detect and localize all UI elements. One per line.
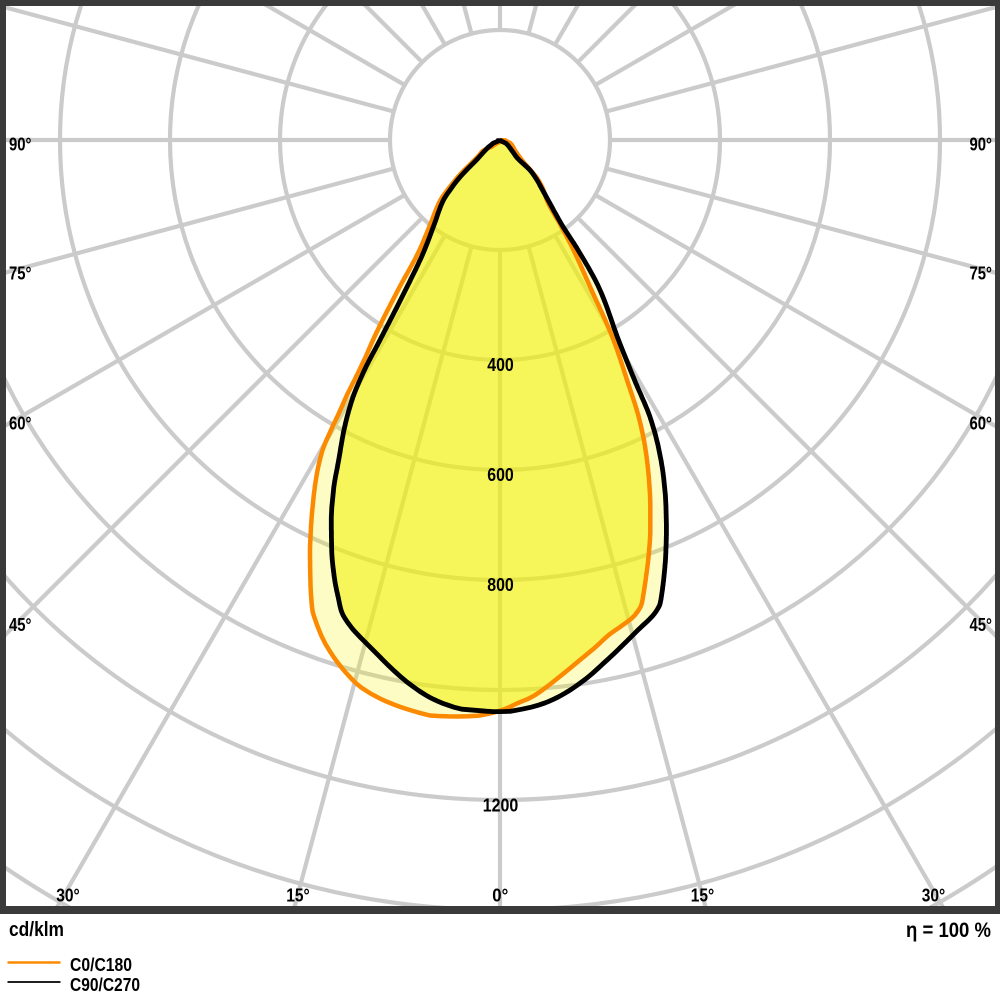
svg-text:400: 400 <box>487 354 514 375</box>
svg-text:1200: 1200 <box>483 795 519 816</box>
svg-text:600: 600 <box>487 464 514 485</box>
svg-text:45°: 45° <box>970 614 993 635</box>
svg-text:75°: 75° <box>970 263 993 284</box>
svg-text:90°: 90° <box>970 134 993 155</box>
svg-text:cd/klm: cd/klm <box>9 919 64 941</box>
svg-text:75°: 75° <box>9 263 32 284</box>
svg-text:C0/C180: C0/C180 <box>70 955 132 975</box>
svg-text:30°: 30° <box>56 885 80 906</box>
svg-text:η = 100 %: η = 100 % <box>906 918 991 942</box>
svg-text:C90/C270: C90/C270 <box>70 975 140 995</box>
svg-text:60°: 60° <box>970 413 993 434</box>
svg-text:0°: 0° <box>492 885 508 906</box>
svg-text:90°: 90° <box>9 134 32 155</box>
svg-text:15°: 15° <box>691 885 715 906</box>
svg-text:800: 800 <box>487 574 514 595</box>
svg-text:60°: 60° <box>9 413 32 434</box>
svg-text:45°: 45° <box>9 614 32 635</box>
svg-text:30°: 30° <box>922 885 946 906</box>
svg-text:15°: 15° <box>286 885 310 906</box>
